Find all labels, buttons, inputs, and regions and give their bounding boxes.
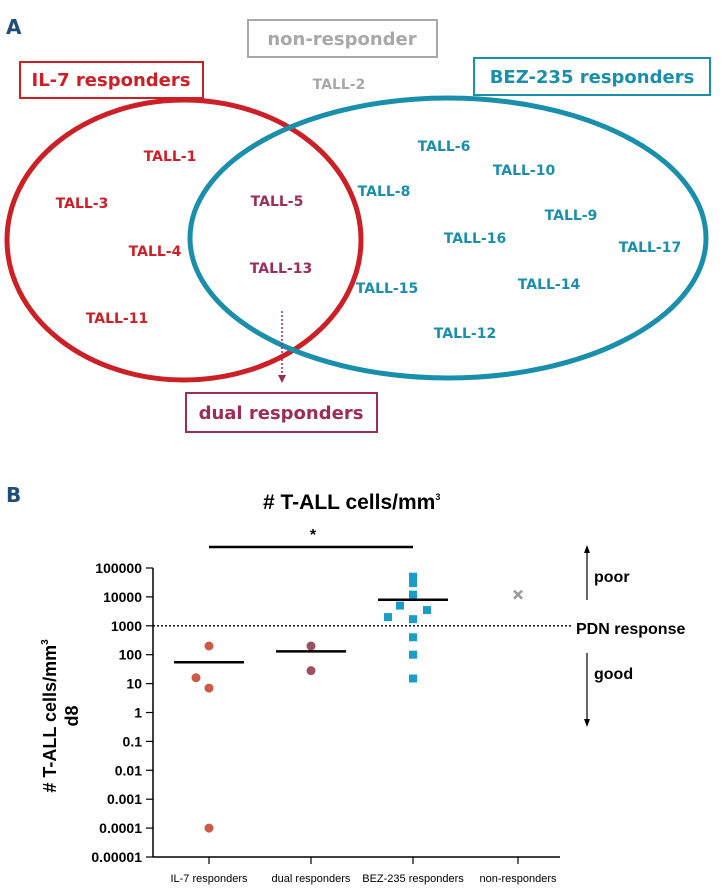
il7-responders-box [19,61,204,99]
pdn-response-label: PDN response [576,621,685,638]
data-point [191,673,201,683]
x-ticks: IL-7 responders dual responders BEZ-235 re… [170,857,557,885]
data-point [384,613,392,622]
bez-member-tall-12: TALL-12 [434,326,496,342]
data-point [409,590,417,599]
y-tick-label: 0.00001 [91,849,142,865]
bez-member-tall-16: TALL-16 [444,231,506,247]
dual-member-tall-13: TALL-13 [250,261,312,277]
good-arrow-head [584,719,590,727]
y-tick-label: 1 [134,705,142,721]
il7-member-tall-4: TALL-4 [129,244,182,260]
data-point [204,823,214,833]
y-tick-label: 0.01 [115,762,142,778]
y-tick-label: 10 [126,676,142,692]
dual-responders-label: dual responders [199,403,364,424]
il7-member-tall-1: TALL-1 [144,149,197,165]
panel-b-letter: B [6,483,21,507]
bez-member-tall-6: TALL-6 [418,139,471,155]
data-point-cross-b [513,589,523,600]
y-tick-label: 0.0001 [99,820,142,836]
il7-member-tall-11: TALL-11 [86,311,148,327]
y-axis-label: # T-ALL cells/mm3 d8 [40,639,82,793]
y-tick-label: 1000 [111,618,142,634]
x-tick-label: BEZ-235 responders [362,873,464,885]
il7-responders-label: IL-7 responders [32,70,191,91]
il7-member-tall-3: TALL-3 [56,196,109,212]
bez-member-tall-17: TALL-17 [619,240,681,256]
data-point [204,683,214,693]
x-tick-label: dual responders [272,873,351,885]
y-tick-label: 100000 [95,560,142,576]
bez-ellipse [187,95,709,381]
data-point [423,606,431,615]
y-ticks: 100000 10000 1000 100 10 1 0.1 0.01 0.001 0.0001 0… [91,560,153,865]
poor-label: poor [594,569,630,586]
bez-responders-label: BEZ-235 responders [490,67,695,88]
x-tick-label: non-responders [479,873,557,885]
bez-member-tall-8: TALL-8 [358,184,411,200]
bez-member-tall-15: TALL-15 [356,281,418,297]
non-responder-box [247,19,438,58]
bez-responders-box [473,57,711,96]
y-axis-label-text: # T-ALL cells/mm [40,645,60,793]
data-point [409,650,417,659]
significance-star: * [310,527,317,544]
dual-responders-box [185,392,378,433]
x-tick-label: IL-7 responders [170,873,248,885]
y-axis-label-line1: # T-ALL cells/mm3 [40,639,60,793]
chart-title: # T-ALL cells/mm3 [263,491,440,514]
poor-arrow-head [584,545,590,553]
data-point [409,615,417,624]
dual-pointer-arrowhead [278,375,286,383]
bez-member-tall-9: TALL-9 [545,208,598,224]
data-point [306,641,316,651]
il7-ellipse [4,97,364,383]
data-point [409,633,417,642]
y-tick-label: 0.1 [123,733,143,749]
chart-title-superscript: 3 [435,492,440,502]
data-point [204,641,214,651]
bez-member-tall-14: TALL-14 [518,277,581,293]
panel-a-letter: A [6,15,22,39]
chart-title-text: # T-ALL cells/mm [263,491,435,514]
data-point [409,674,417,683]
data-point [396,601,404,610]
dual-member-tall-5: TALL-5 [251,194,304,210]
y-axis-label-superscript: 3 [40,639,51,645]
y-tick-label: 10000 [103,589,142,605]
y-tick-label: 0.001 [107,791,142,807]
non-responder-label: non-responder [267,29,416,50]
y-axis-label-line2: d8 [62,705,82,726]
data-point [306,666,316,676]
bez-member-tall-10: TALL-10 [493,163,556,179]
data-point [409,572,417,581]
data-point [409,579,417,588]
data-marks [174,572,523,833]
non-member-tall-2: TALL-2 [313,77,366,93]
good-label: good [594,666,633,683]
y-tick-label: 100 [119,647,143,663]
